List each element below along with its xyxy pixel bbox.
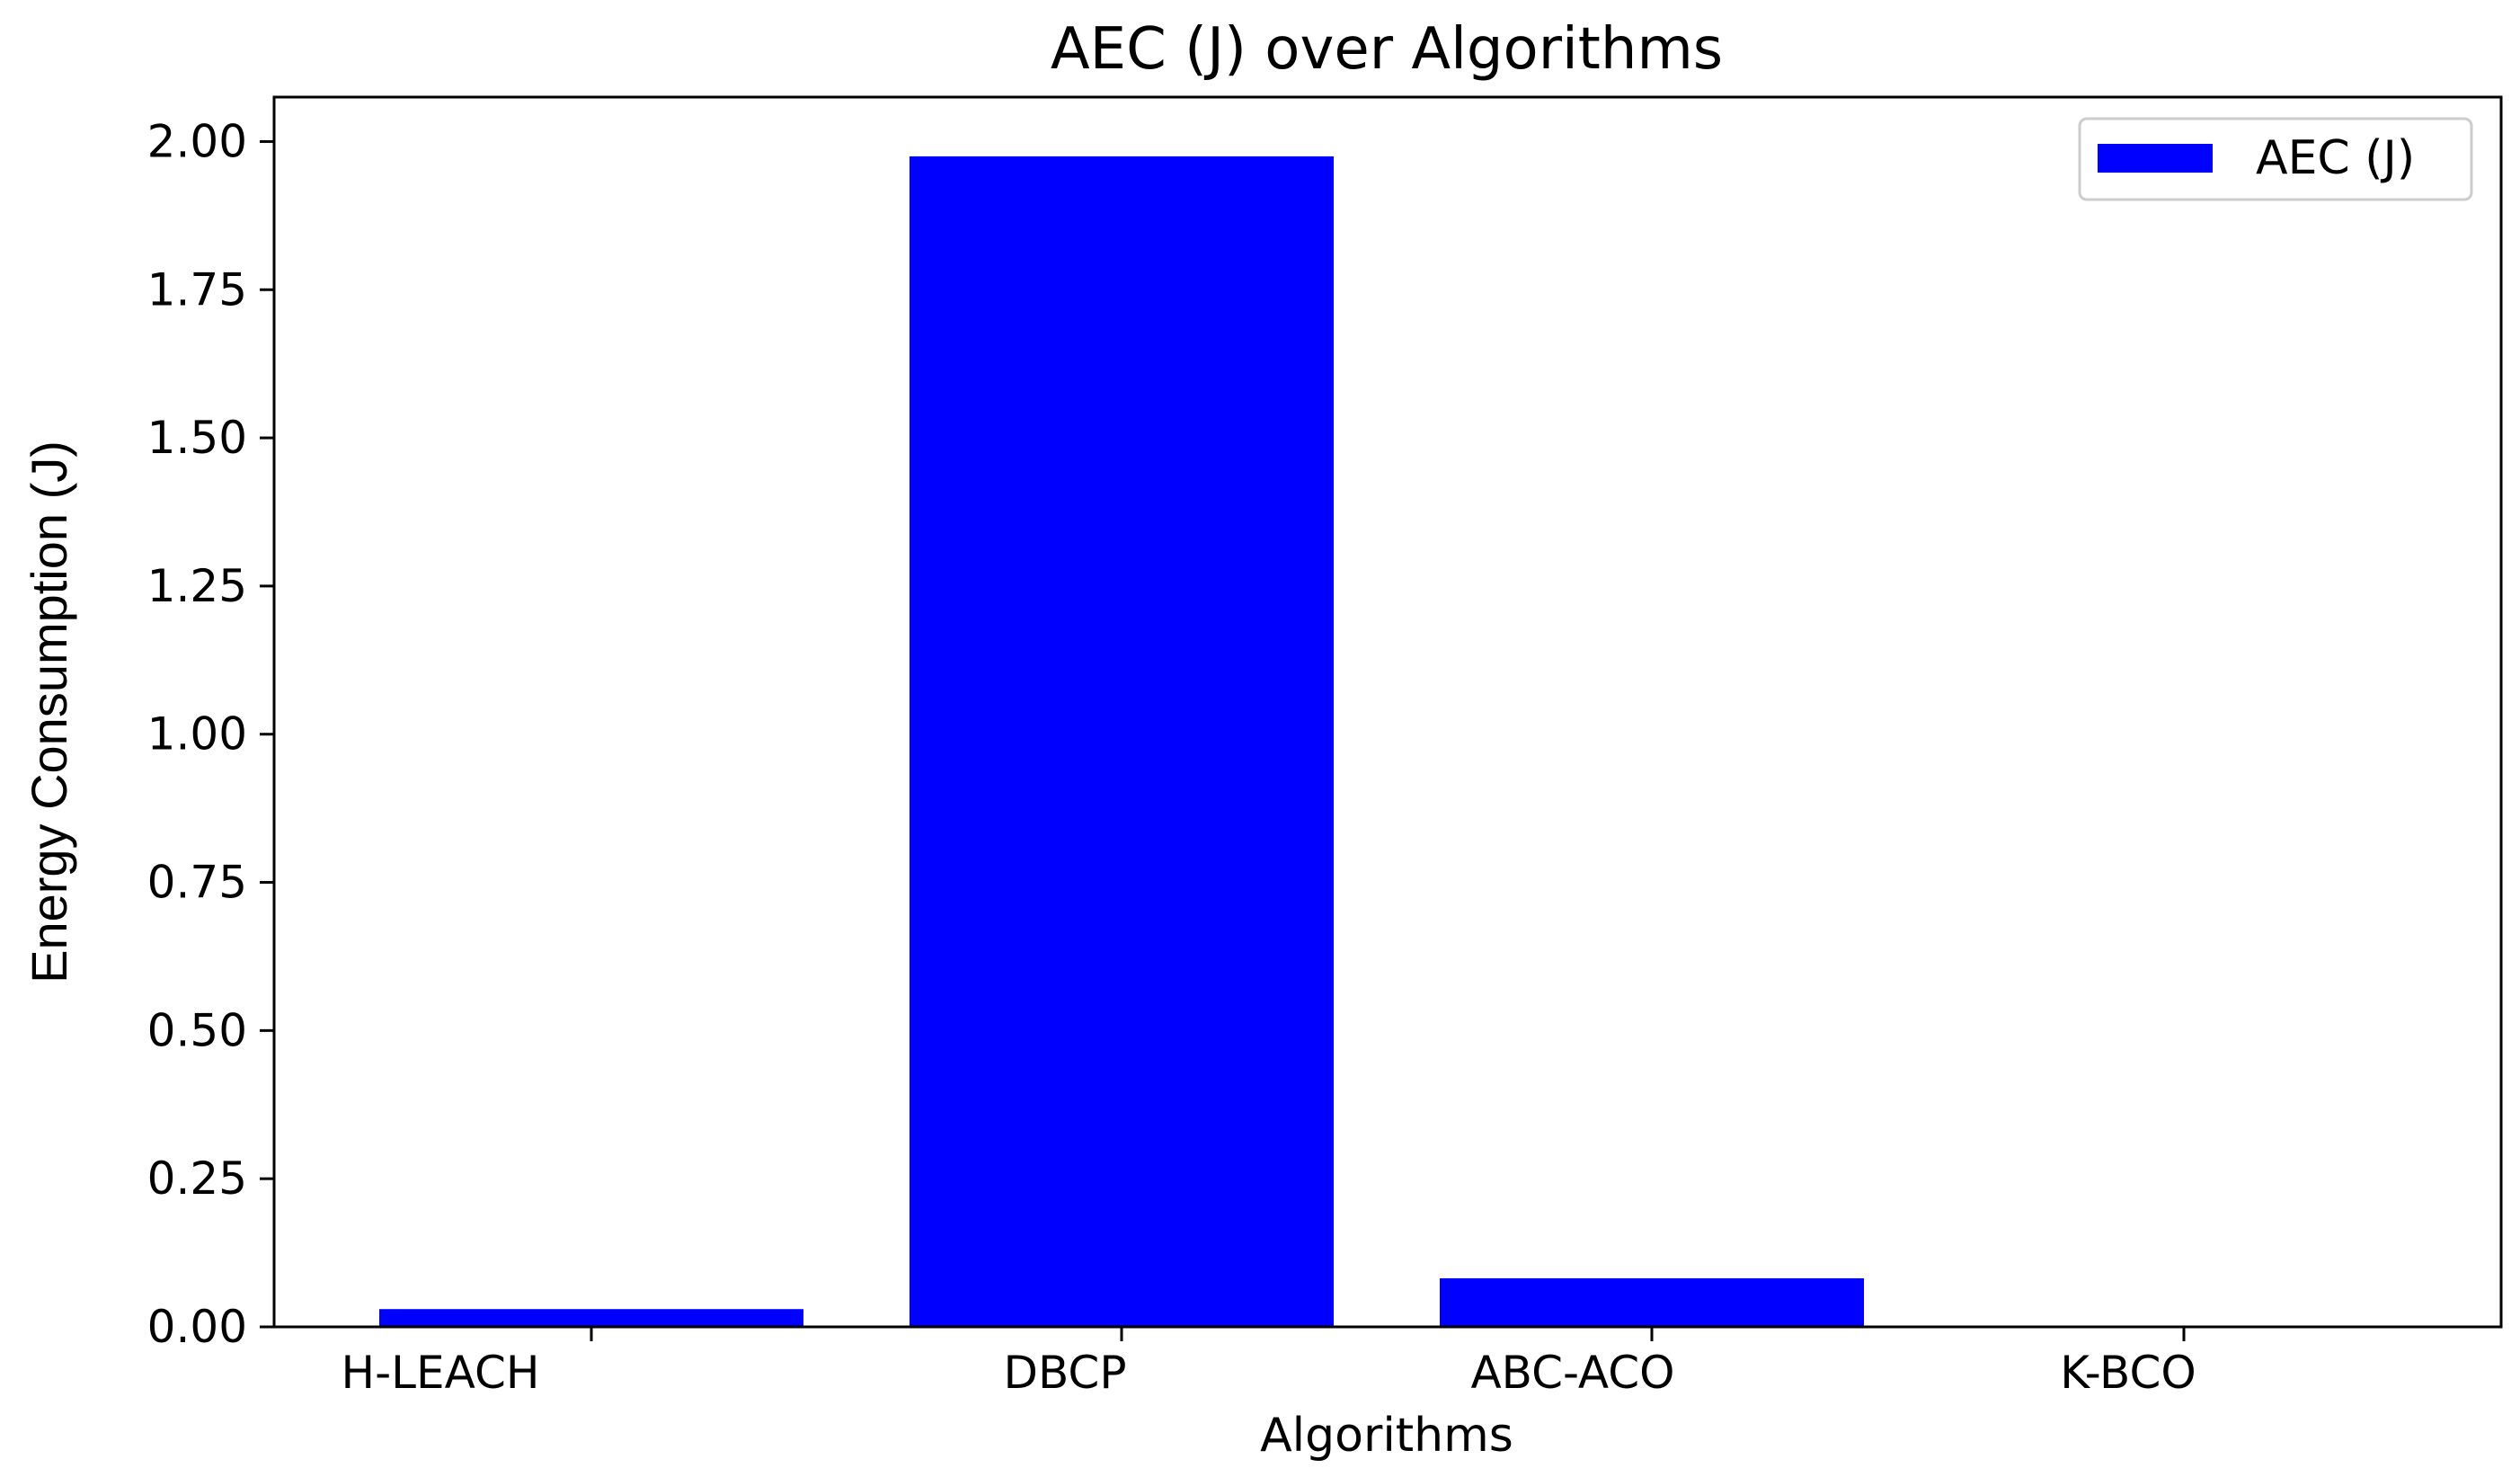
x-axis-ticks: H-LEACH DBCP ABC-ACO K-BCO <box>342 1327 2196 1399</box>
x-axis-label: Algorithms <box>1260 1409 1513 1463</box>
y-axis-label: Energy Consumption (J) <box>21 440 77 983</box>
y-tick-label: 0.00 <box>147 1301 247 1353</box>
x-tick-label-k-bco: K-BCO <box>2060 1347 2196 1399</box>
bar-dbcp <box>910 156 1334 1327</box>
y-tick-label: 1.50 <box>147 412 247 464</box>
plot-frame <box>272 95 2503 1329</box>
bar-abc-aco <box>1440 1277 1864 1327</box>
y-tick-label: 0.25 <box>147 1152 247 1205</box>
bars <box>379 156 1864 1327</box>
legend-entry-aec: AEC (J) <box>2256 131 2415 185</box>
y-tick-label: 1.00 <box>147 708 247 761</box>
legend-swatch <box>2098 144 2213 173</box>
x-tick-label-dbcp: DBCP <box>1004 1347 1127 1399</box>
bar-h-leach <box>379 1309 803 1327</box>
y-tick-label: 1.25 <box>147 560 247 612</box>
y-tick-label: 1.75 <box>147 263 247 316</box>
y-axis-ticks: 0.00 0.25 0.50 0.75 1.00 1.25 1.50 1.75 2.00 <box>147 115 274 1353</box>
x-tick-label-h-leach: H-LEACH <box>342 1347 540 1399</box>
legend-frame <box>2078 117 2473 201</box>
x-tick-label-abc-aco: ABC-ACO <box>1470 1347 1674 1399</box>
plot-area <box>272 95 2503 1329</box>
y-tick-label: 0.75 <box>147 857 247 909</box>
y-tick-label: 2.00 <box>147 115 247 167</box>
legend: AEC (J) <box>2078 117 2473 201</box>
y-tick-label: 0.50 <box>147 1004 247 1056</box>
chart-title: AEC (J) over Algorithms <box>1051 16 1723 83</box>
